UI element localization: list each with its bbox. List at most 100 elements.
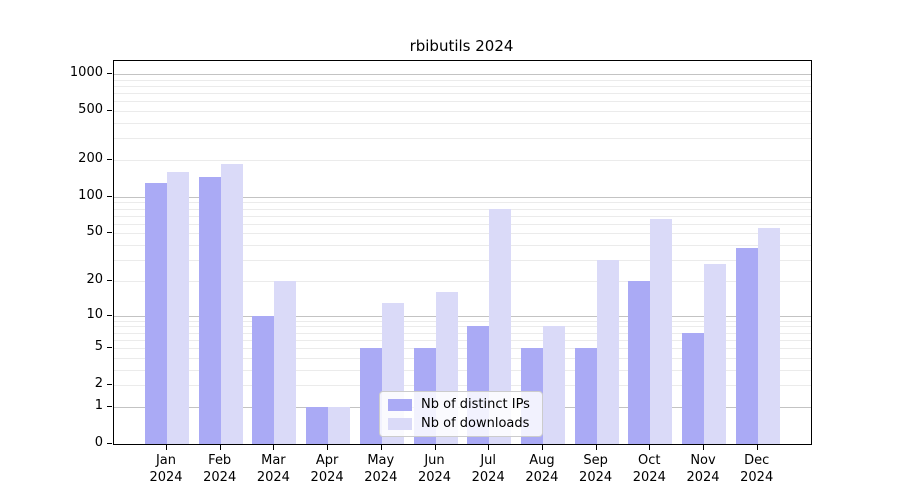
bar-ips-dec bbox=[735, 247, 758, 444]
legend-item-distinct-ips: Nb of distinct IPs bbox=[388, 397, 534, 412]
x-tick-aug bbox=[541, 445, 543, 450]
gridline-minor-500 bbox=[114, 111, 811, 113]
bar-ips-oct bbox=[628, 280, 651, 444]
chart-title: rbibutils 2024 bbox=[409, 37, 514, 55]
x-tick-apr bbox=[327, 445, 329, 450]
x-tick-jun bbox=[434, 445, 436, 450]
y-tick-20 bbox=[107, 279, 112, 281]
gridline-minor-70 bbox=[114, 215, 811, 217]
legend-swatch-downloads bbox=[388, 417, 412, 430]
gridline-minor-800 bbox=[114, 85, 811, 87]
gridline-major-1000 bbox=[114, 74, 811, 76]
gridline-minor-200 bbox=[114, 160, 811, 162]
x-tick-nov bbox=[703, 445, 704, 450]
gridline-minor-8 bbox=[114, 326, 811, 328]
plot-area bbox=[113, 60, 812, 445]
gridline-minor-50 bbox=[114, 233, 811, 235]
gridline-minor-90 bbox=[114, 202, 811, 204]
x-tick-label-sep: Sep 2024 bbox=[579, 453, 613, 485]
legend: Nb of distinct IPs Nb of downloads bbox=[379, 391, 543, 437]
y-tick-2 bbox=[107, 384, 112, 386]
x-tick-label-jan: Jan 2024 bbox=[149, 453, 183, 485]
x-tick-dec bbox=[756, 445, 758, 450]
gridline-minor-80 bbox=[114, 208, 811, 210]
y-tick-label-10: 10 bbox=[86, 306, 103, 322]
y-tick-10 bbox=[107, 314, 112, 316]
y-tick-label-1: 1 bbox=[94, 397, 103, 413]
y-tick-label-50: 50 bbox=[86, 224, 103, 240]
y-tick-label-1000: 1000 bbox=[69, 65, 103, 81]
x-tick-may bbox=[380, 445, 382, 450]
y-tick-label-0: 0 bbox=[94, 435, 103, 450]
bar-downloads-jul bbox=[489, 208, 512, 444]
bar-downloads-oct bbox=[650, 218, 673, 444]
gridline-major-100 bbox=[114, 196, 811, 198]
gridline-minor-5 bbox=[114, 348, 811, 350]
y-tick-label-20: 20 bbox=[86, 271, 103, 287]
gridline-minor-900 bbox=[114, 79, 811, 81]
bar-ips-apr bbox=[306, 406, 329, 444]
bar-ips-feb bbox=[198, 177, 221, 444]
x-tick-mar bbox=[273, 445, 275, 450]
gridline-major-10 bbox=[114, 315, 811, 317]
bar-ips-sep bbox=[574, 348, 597, 444]
x-tick-oct bbox=[649, 445, 651, 450]
gridline-minor-600 bbox=[114, 101, 811, 103]
y-tick-label-500: 500 bbox=[78, 102, 103, 118]
x-tick-label-may: May 2024 bbox=[364, 453, 398, 485]
x-tick-jul bbox=[488, 445, 490, 450]
x-tick-label-jul: Jul 2024 bbox=[471, 453, 505, 485]
bar-ips-mar bbox=[252, 315, 275, 444]
gridline-minor-40 bbox=[114, 245, 811, 247]
gridline-minor-2 bbox=[114, 385, 811, 387]
gridline-minor-60 bbox=[114, 223, 811, 225]
bar-downloads-feb bbox=[220, 164, 243, 444]
gridline-minor-3 bbox=[114, 369, 811, 371]
bar-downloads-dec bbox=[757, 227, 780, 444]
bar-ips-may bbox=[359, 348, 382, 444]
y-tick-500 bbox=[107, 110, 112, 112]
y-tick-label-2: 2 bbox=[94, 376, 103, 392]
bar-downloads-jan bbox=[167, 171, 189, 444]
gridline-minor-30 bbox=[114, 260, 811, 262]
gridline-minor-400 bbox=[114, 123, 811, 125]
bar-downloads-nov bbox=[704, 263, 726, 444]
gridline-minor-4 bbox=[114, 357, 811, 359]
x-tick-label-nov: Nov 2024 bbox=[686, 453, 720, 485]
bar-ips-nov bbox=[682, 332, 704, 444]
x-tick-label-feb: Feb 2024 bbox=[203, 453, 237, 485]
y-tick-label-200: 200 bbox=[78, 151, 103, 167]
x-tick-feb bbox=[219, 445, 221, 450]
y-tick-5 bbox=[107, 347, 112, 349]
y-tick-100 bbox=[107, 195, 112, 197]
y-tick-1 bbox=[107, 405, 112, 407]
y-tick-50 bbox=[107, 232, 112, 234]
x-tick-label-oct: Oct 2024 bbox=[632, 453, 666, 485]
x-tick-label-mar: Mar 2024 bbox=[256, 453, 290, 485]
bar-downloads-sep bbox=[596, 260, 619, 444]
gridline-minor-7 bbox=[114, 332, 811, 334]
x-tick-label-apr: Apr 2024 bbox=[310, 453, 344, 485]
legend-label-downloads: Nb of downloads bbox=[421, 416, 530, 431]
y-tick-label-5: 5 bbox=[94, 339, 103, 355]
bar-downloads-aug bbox=[542, 326, 565, 444]
x-tick-label-aug: Aug 2024 bbox=[525, 453, 559, 485]
x-tick-label-dec: Dec 2024 bbox=[740, 453, 774, 485]
legend-label-distinct-ips: Nb of distinct IPs bbox=[421, 397, 530, 412]
x-tick-jan bbox=[166, 445, 167, 450]
y-tick-label-100: 100 bbox=[78, 187, 103, 203]
gridline-minor-700 bbox=[114, 93, 811, 95]
gridline-minor-20 bbox=[114, 280, 811, 282]
gridline-minor-6 bbox=[114, 339, 811, 341]
y-tick-1000 bbox=[107, 73, 112, 75]
bar-downloads-apr bbox=[328, 406, 351, 444]
x-tick-label-jun: Jun 2024 bbox=[417, 453, 452, 485]
bar-downloads-mar bbox=[274, 280, 297, 444]
bar-ips-jan bbox=[145, 182, 167, 444]
x-tick-sep bbox=[595, 445, 597, 450]
legend-swatch-distinct-ips bbox=[388, 398, 412, 411]
y-tick-200 bbox=[107, 159, 112, 161]
gridline-minor-9 bbox=[114, 320, 811, 322]
legend-item-downloads: Nb of downloads bbox=[388, 416, 534, 431]
